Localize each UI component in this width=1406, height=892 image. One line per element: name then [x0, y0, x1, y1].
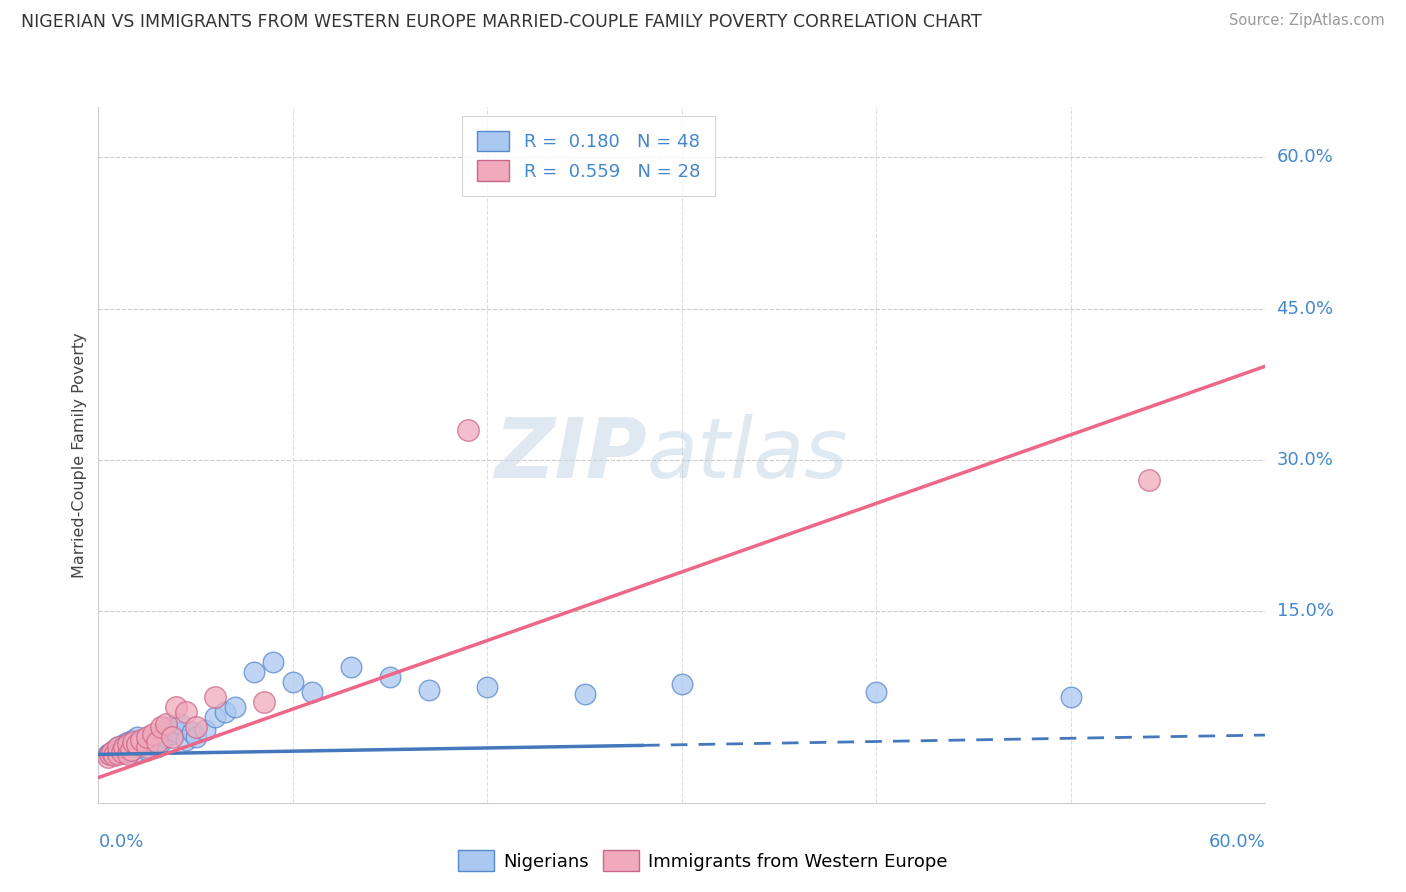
Point: [174, 733, 197, 747]
Point: [127, 740, 149, 755]
Point: [112, 740, 135, 755]
Point: [107, 747, 129, 762]
Point: [340, 659, 363, 673]
Point: [127, 731, 149, 745]
Point: [146, 735, 169, 749]
Point: [107, 740, 129, 755]
Point: [184, 720, 207, 734]
Point: [142, 731, 165, 745]
Point: [121, 743, 143, 757]
Point: [97, 747, 120, 762]
Point: [142, 727, 165, 741]
Point: [174, 705, 197, 719]
Point: [97, 750, 120, 764]
Point: [129, 733, 152, 747]
Point: [149, 720, 172, 734]
Point: [165, 700, 187, 714]
Point: [194, 723, 217, 738]
Point: [180, 725, 202, 739]
Text: 60.0%: 60.0%: [1277, 148, 1333, 167]
Point: [574, 687, 596, 701]
Point: [101, 745, 124, 759]
Point: [146, 733, 169, 747]
Point: [378, 670, 402, 684]
Point: [107, 740, 129, 755]
Text: 15.0%: 15.0%: [1277, 602, 1333, 620]
Point: [155, 731, 177, 745]
Point: [127, 737, 149, 751]
Point: [262, 655, 284, 669]
Text: 30.0%: 30.0%: [1277, 451, 1333, 469]
Point: [103, 743, 125, 757]
Point: [136, 743, 159, 757]
Point: [136, 731, 159, 745]
Point: [129, 737, 152, 751]
Point: [204, 710, 226, 724]
Point: [477, 680, 499, 694]
Point: [155, 720, 177, 734]
Point: [122, 735, 145, 749]
Point: [112, 737, 135, 751]
Point: [418, 682, 440, 697]
Point: [243, 665, 266, 679]
Point: [117, 737, 139, 751]
Text: atlas: atlas: [647, 415, 849, 495]
Text: 60.0%: 60.0%: [1209, 833, 1265, 851]
Point: [101, 745, 124, 759]
Point: [224, 700, 246, 714]
Point: [136, 735, 159, 749]
Point: [162, 727, 184, 741]
Point: [117, 747, 139, 762]
Point: [184, 731, 207, 745]
Text: ZIP: ZIP: [495, 415, 647, 495]
Point: [253, 695, 276, 709]
Text: NIGERIAN VS IMMIGRANTS FROM WESTERN EUROPE MARRIED-COUPLE FAMILY POVERTY CORRELA: NIGERIAN VS IMMIGRANTS FROM WESTERN EURO…: [21, 13, 981, 31]
Legend: R =  0.180   N = 48, R =  0.559   N = 28: R = 0.180 N = 48, R = 0.559 N = 28: [463, 116, 714, 195]
Point: [98, 747, 121, 762]
Point: [111, 745, 134, 759]
Text: 45.0%: 45.0%: [1277, 300, 1334, 318]
Point: [124, 745, 146, 759]
Point: [117, 735, 139, 749]
Point: [457, 423, 479, 437]
Point: [139, 737, 162, 751]
Point: [146, 740, 169, 755]
Text: Source: ZipAtlas.com: Source: ZipAtlas.com: [1229, 13, 1385, 29]
Point: [281, 674, 304, 689]
Point: [122, 733, 145, 747]
Legend: Nigerians, Immigrants from Western Europe: Nigerians, Immigrants from Western Europ…: [451, 843, 955, 879]
Point: [117, 745, 139, 759]
Point: [103, 748, 125, 763]
Point: [1060, 690, 1083, 704]
Point: [214, 705, 236, 719]
Point: [136, 740, 159, 755]
Point: [301, 685, 323, 699]
Point: [155, 717, 177, 731]
Y-axis label: Married-Couple Family Poverty: Married-Couple Family Poverty: [72, 332, 87, 578]
Point: [865, 685, 887, 699]
Point: [162, 731, 184, 745]
Point: [204, 690, 226, 704]
Point: [1137, 473, 1160, 487]
Point: [169, 717, 191, 731]
Point: [165, 725, 187, 739]
Point: [121, 740, 143, 755]
Point: [671, 677, 693, 691]
Point: [107, 745, 129, 759]
Text: 0.0%: 0.0%: [98, 833, 143, 851]
Point: [149, 735, 172, 749]
Point: [111, 743, 134, 757]
Point: [104, 747, 127, 762]
Point: [132, 733, 155, 747]
